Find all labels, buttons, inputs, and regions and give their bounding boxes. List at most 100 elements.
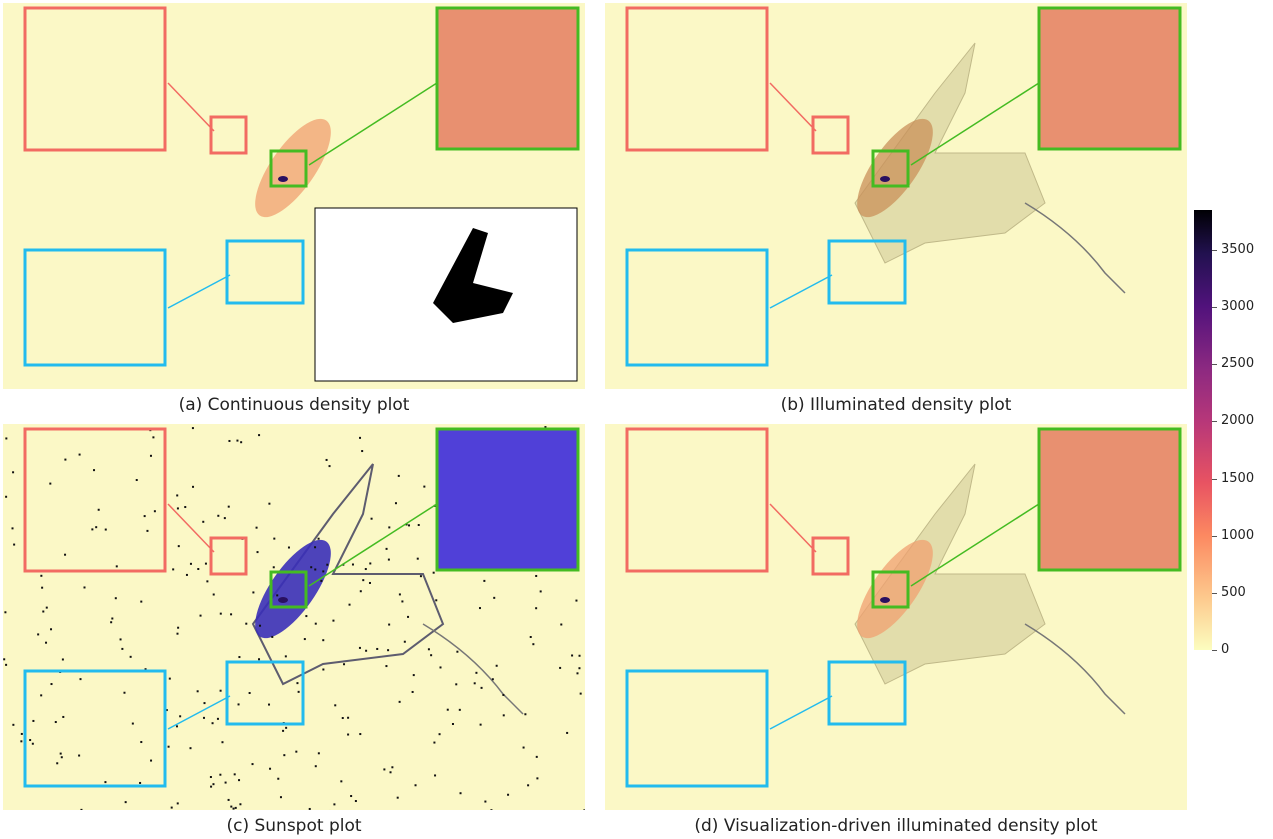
sunspot-point bbox=[452, 723, 454, 725]
sunspot-point bbox=[415, 784, 417, 786]
sunspot-point bbox=[184, 506, 186, 508]
sunspot-point bbox=[359, 647, 361, 649]
sunspot-point bbox=[580, 693, 582, 695]
sunspot-point bbox=[532, 643, 534, 645]
caption-a: (a) Continuous density plot bbox=[3, 395, 585, 415]
sunspot-point bbox=[397, 797, 399, 799]
sunspot-point bbox=[40, 694, 42, 696]
sunspot-point bbox=[578, 667, 580, 669]
sunspot-point bbox=[456, 651, 458, 653]
sunspot-point bbox=[177, 507, 179, 509]
sunspot-point bbox=[404, 641, 406, 643]
sunspot-point bbox=[91, 528, 93, 530]
sunspot-point bbox=[172, 568, 174, 570]
sunspot-point bbox=[64, 459, 66, 461]
sunspot-point bbox=[343, 663, 345, 665]
inset-blue-large bbox=[627, 671, 767, 786]
caption-d: (d) Visualization-driven illuminated den… bbox=[605, 816, 1187, 836]
sunspot-point bbox=[433, 742, 435, 744]
sunspot-point bbox=[483, 580, 485, 582]
sunspot-point bbox=[350, 795, 352, 797]
sunspot-point bbox=[273, 538, 275, 540]
sunspot-point bbox=[418, 524, 420, 526]
density-plot-b bbox=[605, 3, 1187, 389]
sunspot-point bbox=[45, 642, 47, 644]
sunspot-point bbox=[46, 607, 48, 609]
sunspot-point bbox=[221, 741, 223, 743]
sunspot-point bbox=[249, 692, 251, 694]
sunspot-point bbox=[79, 454, 81, 456]
density-peak bbox=[880, 597, 890, 603]
sunspot-point bbox=[428, 648, 430, 650]
sunspot-point bbox=[369, 582, 371, 584]
inset-blue-large bbox=[25, 671, 165, 786]
sunspot-point bbox=[176, 725, 178, 727]
inset-zoom-content bbox=[1039, 429, 1180, 570]
sunspot-point bbox=[399, 701, 401, 703]
sunspot-point bbox=[115, 597, 117, 599]
sunspot-point bbox=[322, 668, 324, 670]
colorbar-tick bbox=[1212, 536, 1217, 537]
sunspot-point bbox=[360, 590, 362, 592]
sunspot-point bbox=[474, 682, 476, 684]
colorbar-tick bbox=[1212, 421, 1217, 422]
sunspot-point bbox=[407, 616, 409, 618]
sunspot-point bbox=[298, 691, 300, 693]
sunspot-point bbox=[132, 723, 134, 725]
sunspot-point bbox=[189, 747, 191, 749]
sunspot-point bbox=[496, 665, 498, 667]
sunspot-point bbox=[540, 590, 542, 592]
sunspot-point bbox=[5, 664, 7, 666]
sunspot-point bbox=[213, 594, 215, 596]
sunspot-point bbox=[359, 733, 361, 735]
inset-connector bbox=[168, 83, 214, 131]
sunspot-point bbox=[252, 763, 254, 765]
sunspot-point bbox=[5, 437, 7, 439]
sunspot-point bbox=[98, 509, 100, 511]
sunspot-point bbox=[305, 615, 307, 617]
sunspot-point bbox=[12, 471, 14, 473]
sunspot-point bbox=[388, 526, 390, 528]
sunspot-point bbox=[80, 678, 82, 680]
caption-b: (b) Illuminated density plot bbox=[605, 395, 1187, 415]
inset-connector bbox=[168, 275, 230, 308]
sunspot-point bbox=[197, 690, 199, 692]
sunspot-point bbox=[169, 678, 171, 680]
sunspot-point bbox=[575, 600, 577, 602]
colorbar-tick bbox=[1212, 307, 1217, 308]
sunspot-point bbox=[217, 515, 219, 517]
sunspot-point bbox=[61, 756, 63, 758]
sunspot-point bbox=[536, 756, 538, 758]
sunspot-point bbox=[435, 599, 437, 601]
sunspot-point bbox=[50, 628, 52, 630]
sunspot-point bbox=[110, 621, 112, 623]
sunspot-point bbox=[492, 678, 494, 680]
sunspot-point bbox=[304, 638, 306, 640]
inset-zoom-content bbox=[1039, 8, 1180, 149]
sunspot-point bbox=[296, 682, 298, 684]
sunspot-point bbox=[178, 545, 180, 547]
map-road bbox=[423, 624, 523, 714]
colorbar-tick bbox=[1212, 364, 1217, 365]
inset-red-source bbox=[813, 117, 848, 153]
sunspot-point bbox=[121, 648, 123, 650]
sunspot-point bbox=[361, 450, 363, 452]
sunspot-point bbox=[371, 518, 373, 520]
sunspot-point bbox=[80, 809, 82, 810]
sunspot-point bbox=[116, 565, 118, 567]
sunspot-point bbox=[576, 672, 578, 674]
sunspot-point bbox=[120, 638, 122, 640]
sunspot-point bbox=[136, 479, 138, 481]
sunspot-point bbox=[349, 604, 351, 606]
sunspot-point bbox=[390, 771, 392, 773]
sunspot-point bbox=[352, 563, 354, 565]
sunspot-point bbox=[176, 633, 178, 635]
colorbar-tick bbox=[1212, 593, 1217, 594]
sunspot-point bbox=[386, 548, 388, 550]
sunspot-point bbox=[176, 494, 178, 496]
sunspot-point bbox=[566, 732, 568, 734]
sunspot-point bbox=[318, 538, 320, 540]
sunspot-point bbox=[245, 623, 247, 625]
sunspot-point bbox=[493, 597, 495, 599]
inset-connector bbox=[770, 696, 832, 729]
